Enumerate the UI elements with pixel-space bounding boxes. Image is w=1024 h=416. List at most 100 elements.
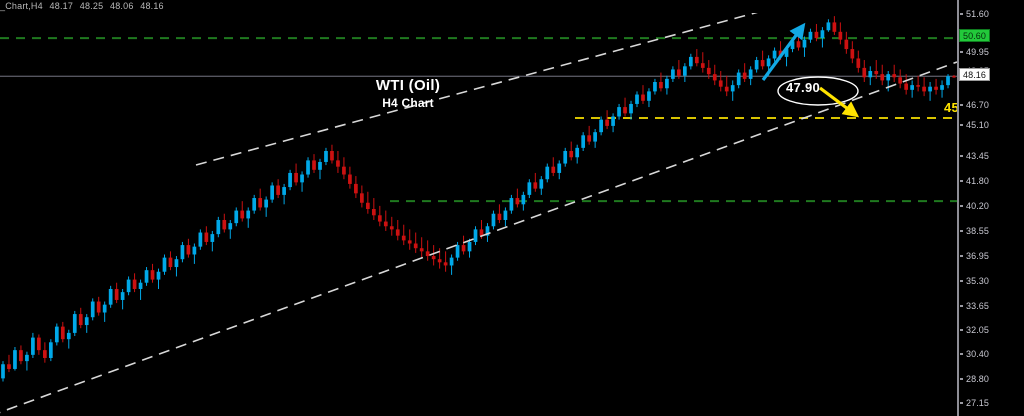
candle-body (808, 31, 813, 40)
candle-body (162, 257, 167, 272)
current-price-label: 48.16 (959, 68, 991, 81)
candle-body (377, 215, 382, 222)
candle-body (43, 350, 47, 358)
candle-body (449, 257, 454, 266)
price-tick-label: 40.20 (966, 201, 990, 211)
candle-body (563, 150, 568, 164)
candle-body (48, 342, 53, 358)
candle-body (682, 66, 687, 76)
candle-body (252, 198, 257, 211)
candle-body (330, 150, 334, 161)
candle-body (659, 81, 663, 89)
candle-body (234, 210, 239, 224)
candle-body (13, 350, 17, 369)
candle-body (54, 326, 59, 343)
candle-body (503, 210, 508, 220)
candle-body (383, 221, 388, 227)
candle-body (306, 160, 310, 175)
candle-body (647, 91, 651, 101)
candle-body (204, 232, 209, 242)
candle-body (294, 172, 298, 183)
resistance-price-label: 50.60 (959, 29, 991, 42)
candle-body (174, 259, 179, 268)
tick-mark (960, 280, 963, 282)
candle-body (587, 135, 592, 142)
candle-body (491, 213, 496, 227)
candle-body (677, 69, 681, 76)
candle-body (19, 350, 23, 362)
candle-body (90, 301, 95, 318)
candle-body (216, 219, 221, 235)
candle-body (360, 193, 364, 203)
candle-body (706, 67, 711, 75)
candle-body (431, 256, 436, 260)
candle-body (599, 119, 603, 133)
price-tick-label: 43.45 (966, 151, 990, 161)
candle-body (736, 72, 741, 86)
candle-body (569, 150, 574, 158)
candle-body (593, 132, 597, 142)
candle-body (467, 241, 472, 252)
price-tick-label: 51.60 (966, 9, 990, 19)
candle-body (850, 49, 855, 59)
candle-body (401, 235, 406, 241)
symbol-period-label: _Chart,H4 (0, 1, 43, 11)
candle-body (485, 226, 490, 236)
candle-body (240, 210, 245, 219)
candle-body (150, 270, 155, 280)
candle-body (623, 107, 627, 114)
price-axis[interactable]: 51.6049.9548.2546.7045.1043.4541.8040.20… (957, 0, 1024, 416)
candle-body (222, 219, 227, 230)
candle-body (605, 119, 609, 126)
candle-body (78, 314, 83, 326)
candle-body (425, 251, 430, 257)
candle-body (922, 86, 926, 92)
candle-body (742, 72, 747, 79)
candle-body (671, 69, 675, 79)
tick-mark (960, 13, 963, 15)
candle-body (635, 94, 639, 104)
candle-body (1, 364, 5, 379)
candle-body (138, 282, 143, 289)
candle-body (84, 317, 89, 326)
candle-body (264, 199, 269, 208)
candle-body (629, 103, 633, 114)
candle-body (192, 246, 197, 255)
candle-body (856, 58, 861, 68)
candle-body (114, 288, 119, 300)
candle-body (718, 80, 723, 87)
price-tick-label: 35.30 (966, 276, 990, 286)
tick-mark (960, 124, 963, 126)
candle-body (665, 78, 669, 89)
candle-body (389, 226, 394, 230)
candle-body (814, 31, 819, 39)
candle-body (904, 83, 909, 90)
arrow-bearish-arrow (819, 86, 860, 118)
candle-body (336, 160, 340, 167)
candle-body (952, 76, 956, 78)
chart-svg (0, 13, 957, 414)
candle-body (108, 288, 113, 305)
candle-body (724, 86, 729, 92)
candle-body (533, 182, 538, 189)
trendline-upper-channel (195, 13, 758, 166)
candle-body (886, 74, 891, 81)
price-tick-label: 46.70 (966, 100, 990, 110)
candle-body (617, 107, 621, 117)
candle-body (371, 209, 376, 216)
tick-mark (960, 155, 963, 157)
candle-body (60, 326, 65, 340)
candle-body (832, 22, 837, 32)
candle-body (276, 185, 280, 195)
candle-body (479, 229, 484, 236)
candle-body (300, 174, 304, 183)
price-tick-label: 32.05 (966, 325, 990, 335)
candle-body (312, 160, 316, 170)
candle-body (31, 337, 35, 355)
price-tick-label: 38.55 (966, 226, 990, 236)
candle-body (748, 69, 753, 79)
chart-header: _Chart,H4 48.17 48.25 48.06 48.16 (0, 0, 1024, 13)
candle-body (874, 71, 879, 75)
price-chart-canvas[interactable] (0, 13, 957, 416)
tick-mark (960, 329, 963, 331)
